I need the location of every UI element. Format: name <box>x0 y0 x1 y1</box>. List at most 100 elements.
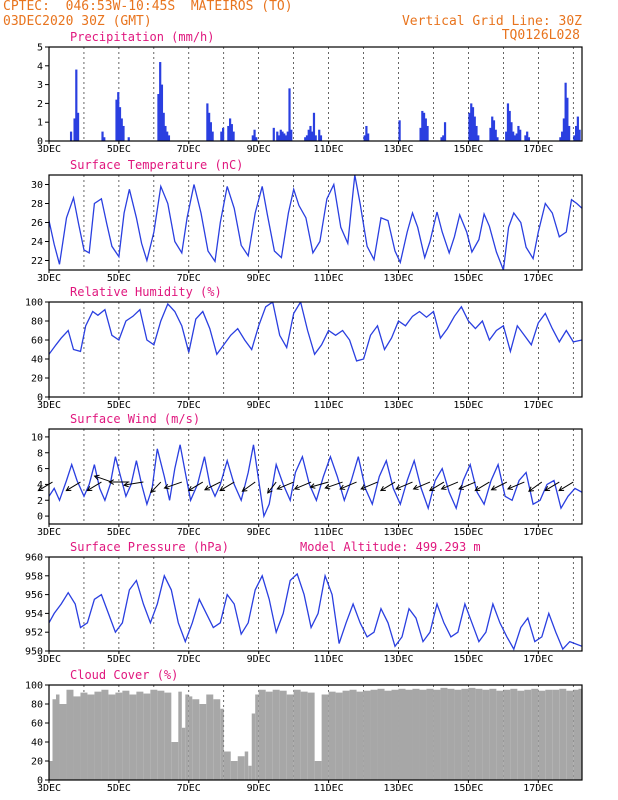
cloud-bar <box>265 691 273 780</box>
cloud-ytick-label: 0 <box>37 776 43 787</box>
cloud-bar <box>223 751 231 780</box>
temp-title: Surface Temperature (nC) <box>70 158 243 172</box>
rh-ytick-label: 80 <box>31 317 43 328</box>
cloud-xtick-label: 7DEC <box>177 783 201 794</box>
precip-xtick-label: 17DEC <box>523 144 553 155</box>
precip-bar <box>314 135 317 141</box>
precip-bar <box>286 131 289 141</box>
precip-ytick-label: 2 <box>37 99 43 110</box>
cloud-bar <box>335 692 343 780</box>
precip-bar <box>311 131 314 141</box>
cloud-bar <box>258 689 266 780</box>
pressure-xtick-label: 11DEC <box>314 654 344 665</box>
cloud-bar <box>433 689 441 780</box>
cloud-bar <box>531 688 539 780</box>
cloud-bar <box>59 704 67 780</box>
rh-ytick-label: 100 <box>25 298 43 309</box>
cloud-ytick-label: 100 <box>25 681 43 692</box>
rh-panel: 0 20 40 60 80 100 3DEC 5DEC 7DEC 9DEC 11DEC 13DEC 15… <box>25 285 583 411</box>
cloud-bar <box>122 690 130 780</box>
temp-xtick-label: 17DEC <box>523 273 553 284</box>
precip-ytick-label: 4 <box>37 61 43 72</box>
cloud-bar <box>199 704 207 780</box>
cloud-xtick-label: 3DEC <box>37 783 61 794</box>
rh-xtick-label: 17DEC <box>523 400 553 411</box>
wind-arrow <box>293 481 312 490</box>
precip-bar <box>157 94 160 141</box>
precip-bar <box>272 127 275 141</box>
rh-xtick-label: 15DEC <box>453 400 483 411</box>
precip-ytick-label: 1 <box>37 118 43 129</box>
wind-arrow <box>379 481 396 492</box>
cloud-bar <box>80 692 88 780</box>
rh-xtick-label: 9DEC <box>247 400 271 411</box>
cloud-bar <box>454 689 462 780</box>
wind-arrow <box>428 481 445 492</box>
cloud-bar <box>419 689 427 780</box>
wind-ytick-label: 0 <box>37 512 43 523</box>
precip-bar <box>304 137 307 141</box>
cloud-bar <box>370 689 378 780</box>
precip-bar <box>117 92 120 141</box>
cloud-bar <box>206 694 214 780</box>
cloud-bar <box>475 688 483 780</box>
cloud-bar <box>398 688 406 780</box>
precip-bar <box>526 131 529 141</box>
precip-bar <box>513 135 517 141</box>
precip-bar <box>494 129 497 141</box>
precip-bar <box>473 116 476 141</box>
wind-arrow <box>309 481 329 489</box>
precip-bar <box>422 112 426 141</box>
precip-bar <box>524 135 527 141</box>
cloud-bar <box>157 690 165 780</box>
wind-ytick-label: 10 <box>31 432 43 443</box>
wind-arrow <box>123 481 144 488</box>
pressure-ytick-label: 950 <box>25 647 43 658</box>
wind-xtick-label: 9DEC <box>247 527 271 538</box>
wind-arrow <box>219 481 235 492</box>
cloud-bar <box>384 690 392 780</box>
precip-bar <box>277 135 281 141</box>
cloud-bar <box>213 699 221 780</box>
precip-bar <box>127 137 130 141</box>
cloud-bar <box>171 742 179 780</box>
precip-bar <box>318 129 321 141</box>
wind-arrow <box>187 481 204 492</box>
precip-bar <box>101 131 104 141</box>
cloud-bar <box>468 687 476 780</box>
wind-ytick-label: 8 <box>37 448 43 459</box>
precip-bar <box>506 103 510 141</box>
cloud-xtick-label: 9DEC <box>247 783 271 794</box>
wind-arrow <box>150 481 162 494</box>
precip-bar <box>206 103 209 141</box>
precip-bar <box>253 129 256 141</box>
temp-panel: 22 24 26 28 30 3DEC 5DEC 7DEC 9DEC 11DEC 13DEC 15DE… <box>31 158 583 284</box>
cloud-bar <box>108 694 116 780</box>
cloud-bar <box>293 689 301 780</box>
precip-bar <box>76 112 80 141</box>
cloud-ytick-label: 80 <box>31 700 43 711</box>
precip-ytick-label: 0 <box>37 137 43 148</box>
wind-arrow <box>474 481 490 492</box>
cloud-bar <box>181 727 186 780</box>
precip-bar <box>230 124 233 141</box>
precip-bar <box>468 112 471 141</box>
precip-bar <box>477 135 480 141</box>
precip-bar <box>419 127 422 141</box>
cloud-bar <box>101 689 109 780</box>
cloud-bar <box>405 689 413 780</box>
header-date: 03DEC2020 30Z (GMT) <box>3 14 152 29</box>
cloud-bar <box>150 689 158 780</box>
cloud-bar <box>220 708 224 780</box>
rh-xtick-label: 7DEC <box>177 400 201 411</box>
temp-xtick-label: 3DEC <box>37 273 61 284</box>
cloud-xtick-label: 11DEC <box>314 783 344 794</box>
wind-arrow <box>267 481 277 494</box>
cloud-bar <box>55 694 60 780</box>
wind-ytick-label: 6 <box>37 464 43 475</box>
cloud-bar <box>230 761 238 780</box>
pressure-xtick-label: 3DEC <box>37 654 61 665</box>
cloud-bar <box>185 694 189 780</box>
precip-bar <box>566 97 569 141</box>
cloud-bar <box>164 692 172 780</box>
